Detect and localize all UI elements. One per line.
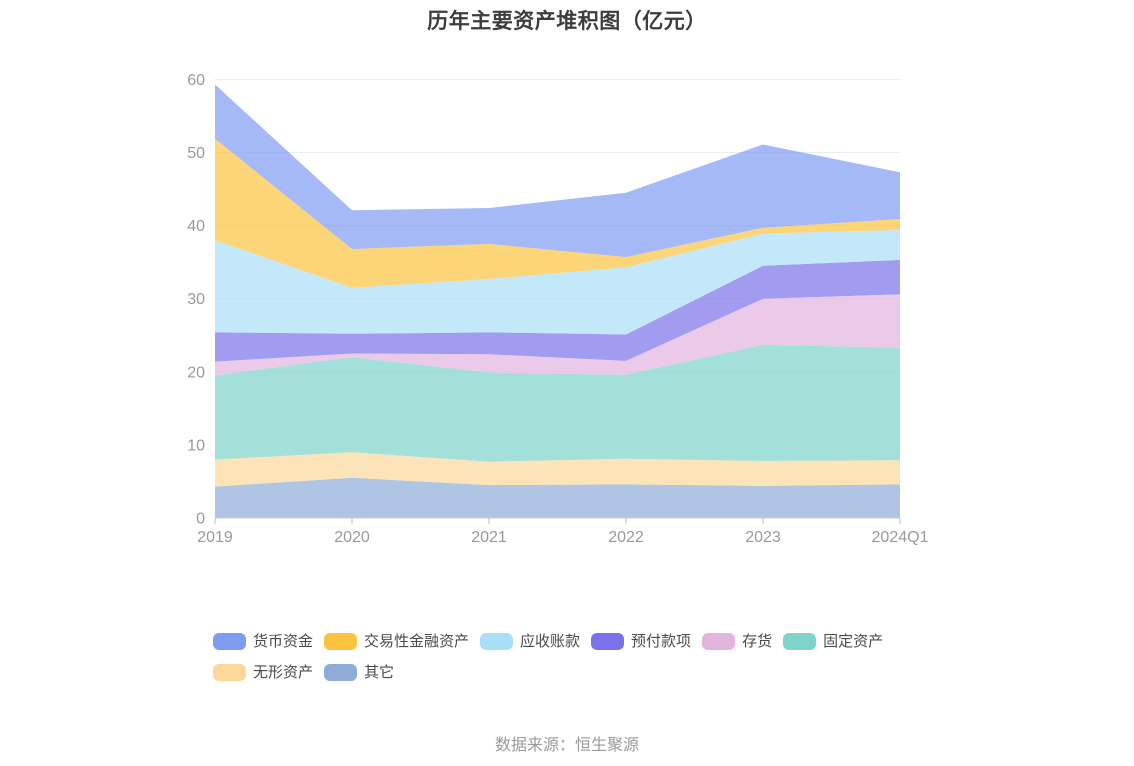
x-axis-label-2024Q1: 2024Q1 xyxy=(872,529,929,546)
legend-label-1: 交易性金融资产 xyxy=(364,633,470,650)
data-source: 数据来源：恒生聚源 xyxy=(494,737,639,754)
legend-label-4: 存货 xyxy=(742,633,773,650)
area-series xyxy=(215,84,900,518)
legend-swatch-3 xyxy=(591,633,625,650)
legend-item-5[interactable]: 固定资产 xyxy=(783,633,883,650)
x-axis-label-2020: 2020 xyxy=(334,529,370,546)
legend-item-0[interactable]: 货币资金 xyxy=(213,633,313,650)
x-axis: 2019 2020 2021 2022 2023 2024Q1 xyxy=(197,517,929,546)
legend-label-2: 应收账款 xyxy=(520,633,581,650)
y-axis-label-60: 60 xyxy=(187,72,205,89)
legend-swatch-6 xyxy=(213,664,246,681)
legend-swatch-4 xyxy=(702,633,736,650)
legend-item-4[interactable]: 存货 xyxy=(702,633,772,650)
area-band-4 xyxy=(215,259,900,362)
y-axis-label-0: 0 xyxy=(196,511,205,528)
legend-swatch-1 xyxy=(324,633,358,650)
y-axis-label-50: 50 xyxy=(187,145,205,162)
x-axis-label-2023: 2023 xyxy=(745,529,781,546)
legend-item-2[interactable]: 应收账款 xyxy=(480,633,580,650)
x-axis-label-2021: 2021 xyxy=(471,529,507,546)
area-band-3 xyxy=(215,294,900,376)
area-band-6 xyxy=(215,138,900,288)
stacked-area-chart: 2019 2020 2021 2022 2023 2024Q1 0 10 20 30 40 50 60 xyxy=(187,72,929,546)
y-axis-label-20: 20 xyxy=(187,364,205,381)
x-axis-label-2022: 2022 xyxy=(608,529,644,546)
legend-swatch-2 xyxy=(480,633,514,650)
legend-label-0: 货币资金 xyxy=(253,633,314,650)
legend-swatch-0 xyxy=(213,633,246,650)
legend-label-7: 其它 xyxy=(364,664,395,681)
legend-label-6: 无形资产 xyxy=(253,664,314,681)
area-band-0 xyxy=(215,477,900,518)
y-axis-label-40: 40 xyxy=(187,218,205,235)
area-band-7 xyxy=(215,84,900,258)
area-band-1 xyxy=(215,452,900,487)
chart-title: 历年主要资产堆积图（亿元） xyxy=(427,10,707,33)
area-band-2 xyxy=(215,344,900,462)
legend-label-5: 固定资产 xyxy=(823,633,884,650)
legend-swatch-7 xyxy=(324,664,358,681)
legend-label-3: 预付款项 xyxy=(631,633,692,650)
x-axis-label-2019: 2019 xyxy=(197,529,233,546)
area-band-5 xyxy=(215,229,900,335)
y-axis-labels: 0 10 20 30 40 50 60 xyxy=(187,72,205,528)
legend-item-6[interactable]: 无形资产 xyxy=(213,664,313,681)
chart-legend: 货币资金 交易性金融资产 应收账款 预付款项 存货 固定资产无形资产 其它 xyxy=(213,633,928,681)
legend-item-3[interactable]: 预付款项 xyxy=(591,633,691,650)
y-axis-label-10: 10 xyxy=(187,437,205,454)
legend-item-7[interactable]: 其它 xyxy=(324,664,394,681)
legend-item-1[interactable]: 交易性金融资产 xyxy=(324,633,469,650)
y-axis-label-30: 30 xyxy=(187,291,205,308)
legend-swatch-5 xyxy=(783,633,817,650)
